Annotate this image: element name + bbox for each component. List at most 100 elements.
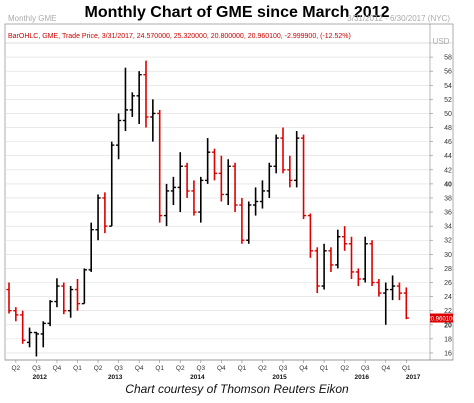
ohlc-bar — [376, 278, 382, 297]
quarter-label: Q4 — [217, 365, 226, 372]
y-tick-label: 58 — [444, 55, 452, 62]
quarter-label: Q1 — [73, 365, 82, 372]
ohlc-bar — [61, 282, 67, 315]
ohlc-bar — [355, 268, 361, 287]
y-tick-label: 50 — [444, 111, 452, 118]
quarter-label: Q1 — [402, 365, 411, 372]
ohlc-bar — [246, 201, 252, 244]
quarter-label: Q4 — [135, 365, 144, 372]
x-axis-ticks: Q2 Q3 Q4 Q1 Q2 Q3 Q4 Q1 Q2 Q3 Q4 Q1 Q2 Q3 Q4 Q1 Q2 Q3 Q4 Q1… — [5, 359, 453, 380]
ohlc-bar — [88, 222, 94, 272]
ohlc-bar — [328, 247, 334, 272]
y-tick-label: 28 — [444, 266, 452, 273]
y-tick-label: 52 — [444, 97, 452, 104]
quarter-label: Q2 — [340, 365, 349, 372]
ohlc-bar — [362, 236, 368, 283]
ohlc-bar — [273, 134, 279, 174]
ohlc-bar — [280, 127, 286, 174]
y-axis-ticks: 16 18 20 22 24 26 28 30 32 34 36 38 40 42 44 46 48 50 52 54… — [429, 24, 452, 360]
quarter-label: Q3 — [361, 365, 370, 372]
ohlc-bar — [143, 60, 149, 128]
y-tick-label: 38 — [444, 195, 452, 202]
ohlc-bar — [170, 176, 176, 206]
y-tick-label: 18 — [444, 336, 452, 343]
y-tick-label: 30 — [444, 252, 452, 259]
quarter-label: Q2 — [258, 365, 267, 372]
ohlc-bar — [136, 71, 142, 125]
y-tick-label: 16 — [444, 350, 452, 357]
ohlc-bar — [239, 197, 245, 244]
watermark-left: Monthly GME — [8, 14, 56, 23]
y-tick-label: 46 — [444, 139, 452, 146]
ohlc-bar — [54, 278, 60, 308]
quarter-label: Q1 — [320, 365, 329, 372]
y-tick-label: 34 — [444, 224, 452, 231]
quarter-label: Q3 — [114, 365, 123, 372]
ohlc-bar — [20, 310, 26, 344]
ohlc-bar — [342, 226, 348, 251]
y-tick-label: 54 — [444, 83, 452, 90]
ohlc-bar — [335, 229, 341, 269]
y-tick-label: 24 — [444, 294, 452, 301]
ohlc-bar — [211, 148, 218, 181]
quarter-label: Q2 — [176, 365, 185, 372]
ohlc-bar — [232, 162, 238, 213]
ohlc-bar — [68, 286, 74, 318]
ohlc-bar — [390, 275, 396, 301]
ohlc-bar — [40, 321, 46, 348]
y-tick-label: 44 — [444, 153, 452, 160]
ohlc-bar — [116, 113, 122, 160]
ohlc-bar — [33, 331, 39, 357]
ohlc-bar — [81, 268, 87, 305]
ohlc-bar — [95, 194, 101, 241]
year-label: 2014 — [190, 374, 205, 380]
quarter-label: Q4 — [53, 365, 62, 372]
watermark-right: 3/31/2012 - 6/30/2017 (NYC) — [347, 14, 450, 23]
chart-caption: Chart courtesy of Thomson Reuters Eikon — [125, 382, 349, 396]
currency-label: USD — [433, 37, 450, 46]
y-tick-label: 32 — [444, 238, 452, 245]
ohlc-bar — [6, 282, 12, 314]
quarter-label: Q1 — [155, 365, 164, 372]
ohlc-bar — [403, 287, 409, 320]
chart-title: Monthly Chart of GME since March 2012 — [84, 4, 390, 21]
ohlc-bar — [307, 213, 313, 258]
year-label: 2012 — [33, 374, 48, 380]
ohlc-bar — [198, 176, 204, 223]
y-tick-label: 22 — [444, 308, 452, 315]
ohlc-bar — [396, 282, 403, 301]
ohlc-bar — [205, 138, 211, 184]
ohlc-bar — [287, 155, 293, 188]
last-price-marker: 20.960100 — [427, 313, 456, 323]
ohlc-bar — [184, 162, 190, 198]
ohlc-bar — [13, 307, 19, 322]
ohlc-bar — [314, 247, 320, 294]
year-label: 2015 — [272, 374, 287, 380]
ohlc-bar — [294, 131, 300, 188]
y-tick-label: 26 — [444, 280, 452, 287]
ohlc-bar — [321, 243, 327, 290]
ohlc-bar — [129, 92, 135, 117]
quarter-label: Q3 — [32, 365, 41, 372]
ohlc-bar — [218, 155, 224, 202]
ohlc-bar — [26, 327, 33, 348]
quarter-label: Q2 — [94, 365, 103, 372]
ohlc-bar — [102, 192, 108, 234]
y-tick-label: 40 — [444, 181, 452, 188]
y-tick-label: 20 — [444, 322, 452, 329]
ohlc-bar — [177, 152, 183, 213]
quarter-label: Q3 — [196, 365, 205, 372]
grid-lines — [5, 56, 430, 354]
ohlc-bars — [6, 60, 409, 357]
quarter-label: Q3 — [279, 365, 288, 372]
ohlc-chart: Monthly GME 3/31/2012 - 6/30/2017 (NYC) … — [4, 14, 456, 380]
last-price-label: 20.960100 — [427, 317, 456, 323]
ohlc-bar — [163, 183, 170, 227]
ohlc-bar — [47, 300, 53, 327]
y-tick-label: 42 — [444, 167, 452, 174]
quarter-label: Q4 — [381, 365, 390, 372]
y-tick-label: 48 — [444, 125, 452, 132]
ohlc-bar — [225, 159, 231, 206]
y-tick-label: 56 — [444, 69, 452, 76]
